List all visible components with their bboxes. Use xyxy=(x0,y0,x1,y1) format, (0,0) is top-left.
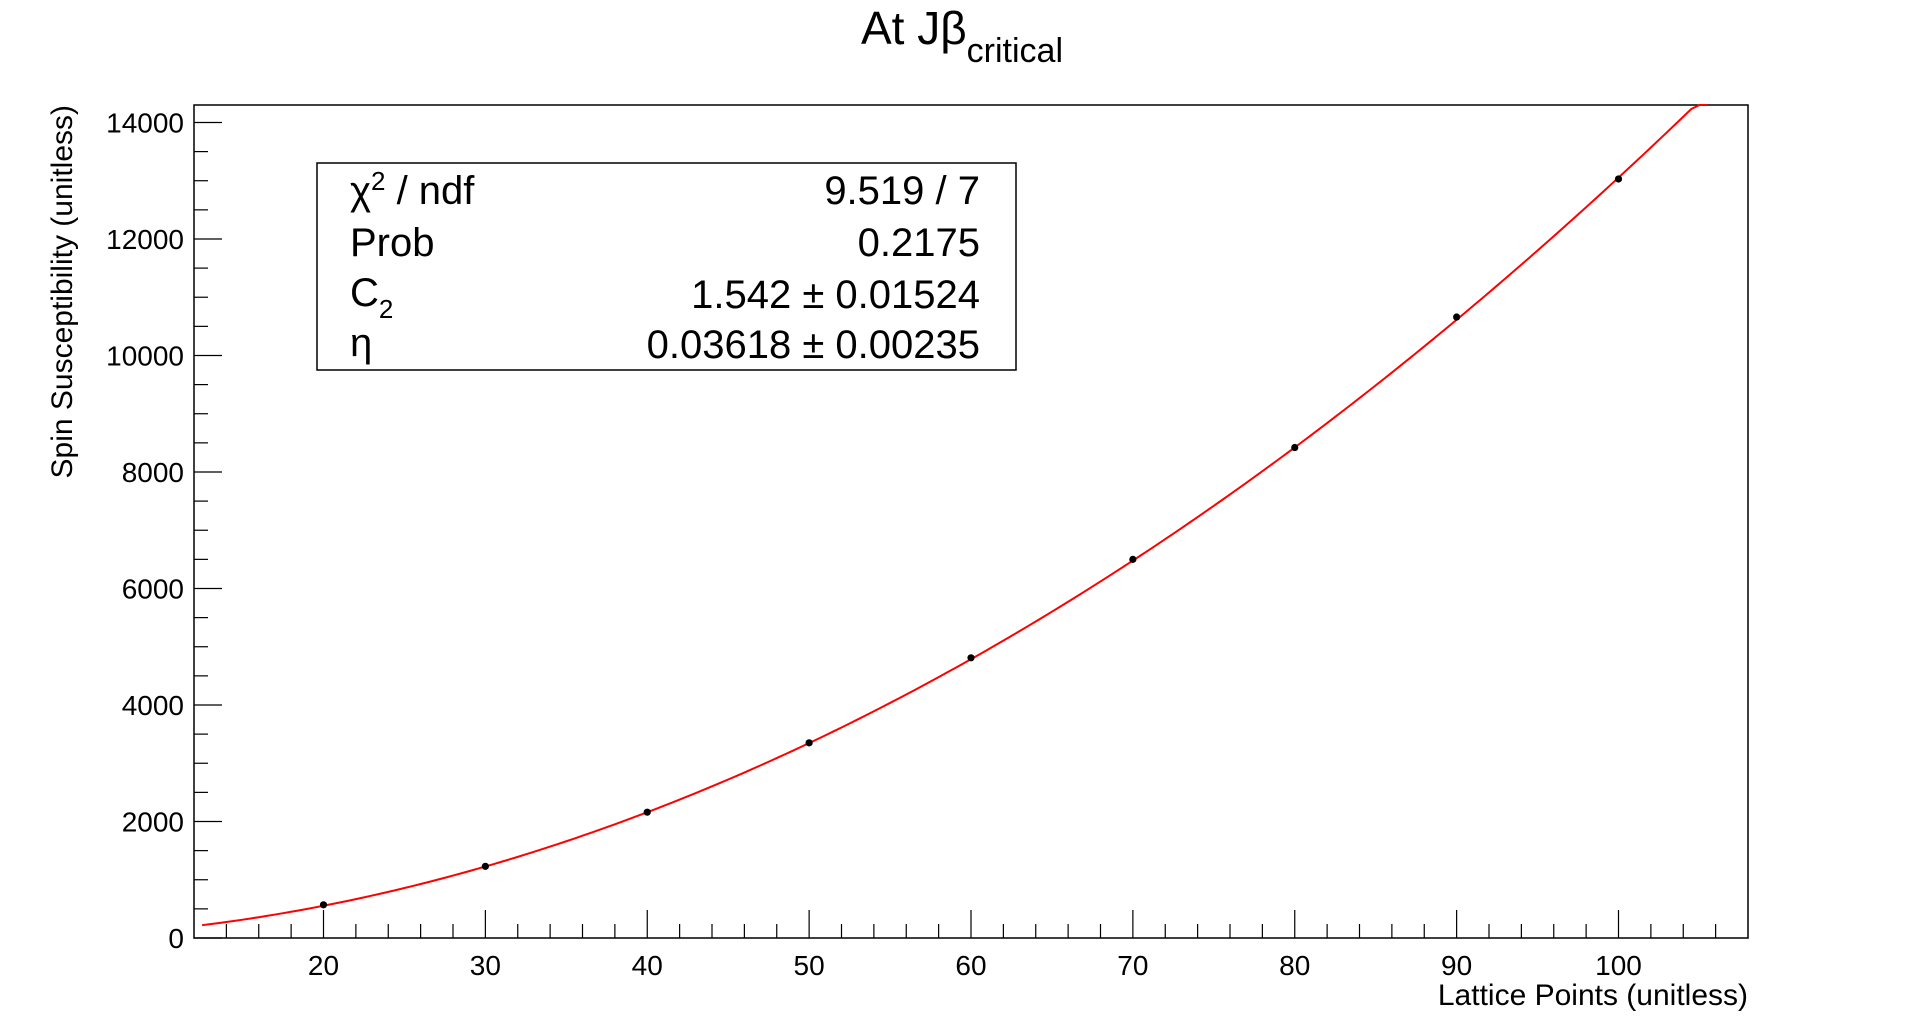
x-tick-label: 20 xyxy=(308,950,339,981)
chart-title-subscript: critical xyxy=(967,32,1063,70)
y-axis: 0 2000 4000 6000 8000 10000 12000 14000 xyxy=(106,107,222,954)
x-tick-label: 50 xyxy=(794,950,825,981)
chart-title: At Jβcritical xyxy=(861,2,1063,70)
fit-stat-eta-label: η xyxy=(350,321,372,365)
x-axis: 20 30 40 50 60 70 80 90 100 xyxy=(225,910,1717,981)
y-tick-label: 6000 xyxy=(122,573,184,604)
fit-stat-prob-label: Prob xyxy=(350,221,435,265)
x-tick-label: 70 xyxy=(1117,950,1148,981)
data-point xyxy=(1291,443,1299,452)
fit-stat-chi2-label: χ2 / ndf xyxy=(350,166,475,213)
x-tick-label: 100 xyxy=(1595,950,1642,981)
data-point xyxy=(319,901,328,909)
y-tick-label: 8000 xyxy=(122,457,184,488)
data-point xyxy=(1614,175,1623,183)
y-tick-label: 4000 xyxy=(122,690,184,721)
x-tick-label: 80 xyxy=(1279,950,1310,981)
fit-stats-box: χ2 / ndf 9.519 / 7 Prob 0.2175 C2 1.542 … xyxy=(316,162,1017,371)
fit-stat-eta-value: 0.03618 ± 0.00235 xyxy=(647,323,980,367)
data-point xyxy=(967,654,975,662)
fit-stat-chi2-value: 9.519 / 7 xyxy=(824,169,980,213)
chart-title-main: At Jβ xyxy=(861,2,967,54)
y-tick-label: 10000 xyxy=(106,340,184,371)
x-tick-label: 90 xyxy=(1441,950,1472,981)
plot-area xyxy=(201,104,1708,927)
y-tick-label: 14000 xyxy=(106,107,184,138)
y-tick-label: 2000 xyxy=(122,806,184,837)
data-point xyxy=(481,862,489,870)
y-tick-label: 12000 xyxy=(106,224,184,255)
y-tick-label: 0 xyxy=(168,923,184,954)
data-point xyxy=(805,739,813,747)
x-tick-label: 60 xyxy=(955,950,986,981)
data-point xyxy=(1129,555,1137,563)
fit-stat-prob-value: 0.2175 xyxy=(858,221,980,265)
fit-stat-c2-label: C2 xyxy=(350,271,393,324)
data-point xyxy=(643,808,651,816)
x-tick-label: 30 xyxy=(470,950,501,981)
data-points xyxy=(319,175,1623,909)
fit-stat-c2-value: 1.542 ± 0.01524 xyxy=(691,273,980,317)
x-tick-label: 40 xyxy=(632,950,663,981)
y-axis-title: Spin Susceptibility (unitless) xyxy=(46,105,79,479)
data-point xyxy=(1453,313,1461,321)
x-axis-title: Lattice Points (unitless) xyxy=(1438,979,1748,1012)
fit-stats-frame xyxy=(316,162,1017,371)
